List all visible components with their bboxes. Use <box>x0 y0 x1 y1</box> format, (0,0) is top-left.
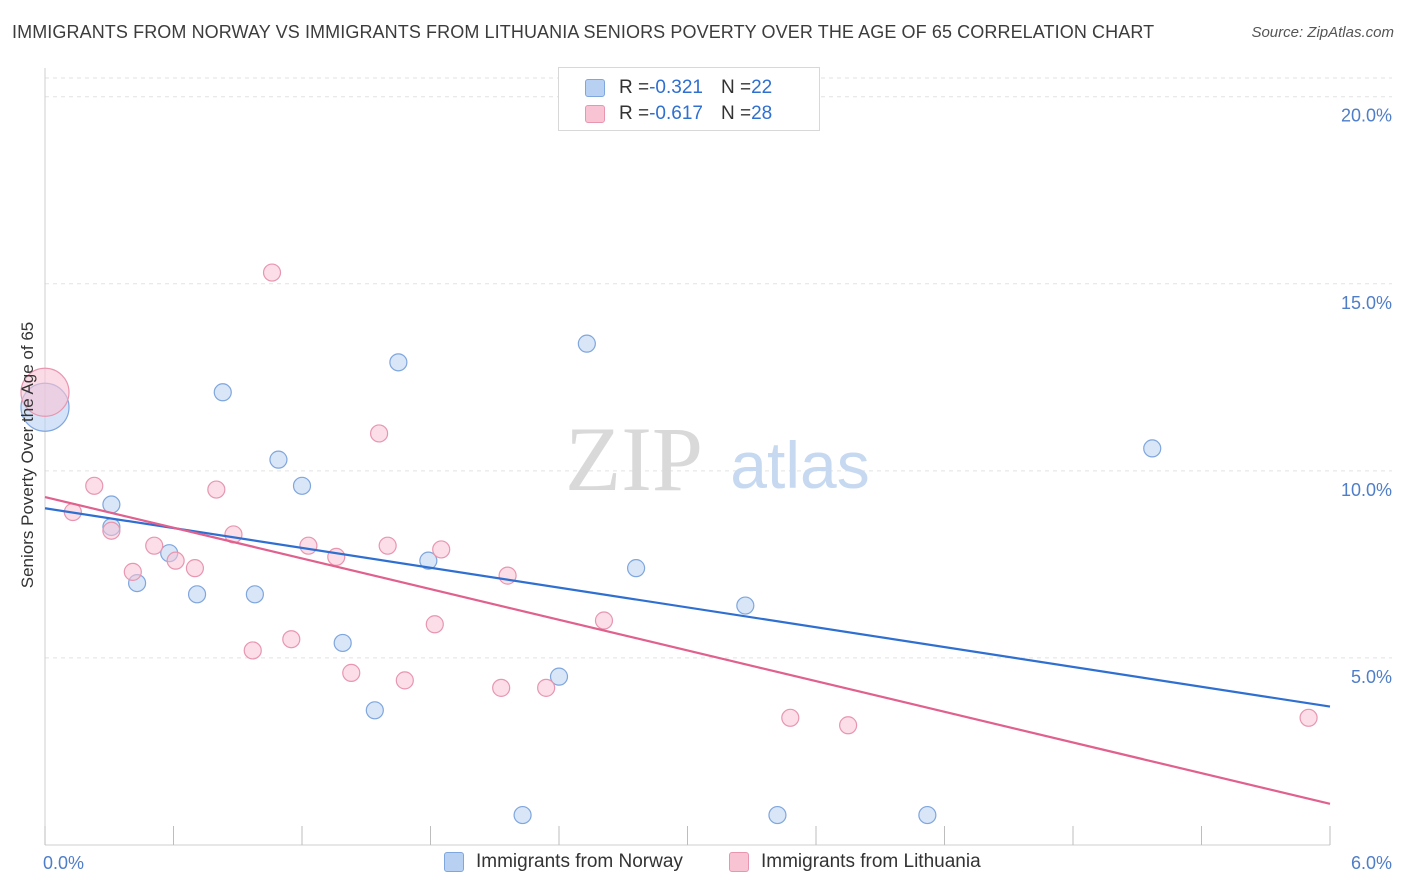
legend-r-value: -0.321 <box>649 77 703 98</box>
point-norway-9 <box>292 476 312 495</box>
chart-title: IMMIGRANTS FROM NORWAY VS IMMIGRANTS FRO… <box>12 22 1155 42</box>
point-lithuania-27 <box>1299 708 1318 727</box>
watermark: ZIP atlas <box>565 408 870 510</box>
point-lithuania-3 <box>102 521 121 540</box>
point-lithuania-11 <box>262 263 282 282</box>
point-lithuania-0 <box>20 367 70 417</box>
trend-line-lithuania <box>44 495 1331 805</box>
point-lithuania-13 <box>299 536 318 555</box>
source-label: Source: ZipAtlas.com <box>1251 24 1394 41</box>
legend-row-lithuania: R = -0.617 N = 28 <box>585 101 772 127</box>
point-norway-15 <box>549 667 569 686</box>
series-legend-swatch-lithuania <box>729 852 749 872</box>
point-lithuania-26 <box>839 716 858 735</box>
y-tick-label-0: 5.0% <box>1351 667 1392 687</box>
trend-lines <box>44 495 1331 805</box>
point-lithuania-16 <box>370 424 389 443</box>
point-norway-14 <box>513 805 532 825</box>
series-legend-swatch-norway <box>444 852 464 872</box>
legend-n-value: 28 <box>751 103 773 124</box>
y-tick-label-2: 15.0% <box>1341 293 1392 313</box>
point-lithuania-17 <box>378 536 397 555</box>
point-lithuania-21 <box>492 678 511 697</box>
point-norway-19 <box>768 805 787 825</box>
point-lithuania-15 <box>342 663 361 682</box>
point-norway-7 <box>245 585 264 604</box>
legend-r-label: R = <box>619 77 650 98</box>
legend-n-label: N = <box>720 77 752 98</box>
legend-swatch-norway <box>585 79 605 97</box>
point-norway-10 <box>333 633 352 653</box>
point-lithuania-20 <box>432 540 451 559</box>
legend-n-label: N = <box>720 103 752 124</box>
point-norway-21 <box>1143 439 1162 458</box>
x-tick-label-0: 0.0% <box>43 853 84 873</box>
legend-r-label: R = <box>619 103 650 124</box>
y-axis-label: Seniors Poverty Over the Age of 65 <box>18 322 37 588</box>
trend-line-norway <box>44 507 1331 708</box>
point-norway-17 <box>626 559 646 578</box>
legend-n-value: 22 <box>751 77 773 98</box>
series-legend-lithuania[interactable]: Immigrants from Lithuania <box>729 851 981 873</box>
point-lithuania-14 <box>327 547 346 567</box>
y-tick-label-3: 20.0% <box>1341 106 1392 126</box>
point-lithuania-18 <box>395 671 414 690</box>
series-legend-norway[interactable]: Immigrants from Norway <box>444 851 683 873</box>
y-tick-label-1: 10.0% <box>1341 480 1392 500</box>
gridlines <box>45 77 1392 659</box>
point-lithuania-24 <box>594 611 614 630</box>
point-lithuania-10 <box>243 641 262 660</box>
point-norway-16 <box>577 334 596 353</box>
point-lithuania-19 <box>425 615 444 634</box>
point-lithuania-4 <box>123 562 142 581</box>
point-norway-8 <box>269 450 288 469</box>
point-norway-6 <box>213 383 232 402</box>
point-lithuania-6 <box>166 551 185 570</box>
x-tick-label-1: 6.0% <box>1351 853 1392 873</box>
point-lithuania-7 <box>185 559 205 578</box>
axes <box>44 68 1331 846</box>
point-lithuania-23 <box>537 678 556 697</box>
point-norway-13 <box>419 551 438 570</box>
data-points <box>20 263 1318 825</box>
point-norway-20 <box>918 805 937 825</box>
legend-swatch-lithuania <box>585 105 605 123</box>
point-lithuania-8 <box>207 480 226 499</box>
point-norway-11 <box>365 701 384 720</box>
legend: R = -0.321 N = 22 R = -0.617 N = 28 <box>558 67 820 131</box>
series-legend: Immigrants from Norway Immigrants from L… <box>0 851 1406 879</box>
point-norway-12 <box>389 353 408 372</box>
series-legend-label-norway: Immigrants from Norway <box>476 851 683 872</box>
series-legend-label-lithuania: Immigrants from Lithuania <box>761 851 981 872</box>
point-lithuania-12 <box>282 630 301 649</box>
point-lithuania-25 <box>781 708 800 727</box>
point-norway-5 <box>187 585 207 604</box>
axis-labels: Seniors Poverty Over the Age of 65 5.0% 1… <box>18 106 1392 873</box>
watermark-zip: ZIP <box>565 408 703 510</box>
watermark-atlas: atlas <box>730 428 869 502</box>
point-lithuania-2 <box>85 476 104 495</box>
legend-r-value: -0.617 <box>649 103 703 124</box>
point-norway-18 <box>736 596 755 615</box>
point-lithuania-5 <box>145 536 164 555</box>
legend-row-norway: R = -0.321 N = 22 <box>585 75 772 101</box>
